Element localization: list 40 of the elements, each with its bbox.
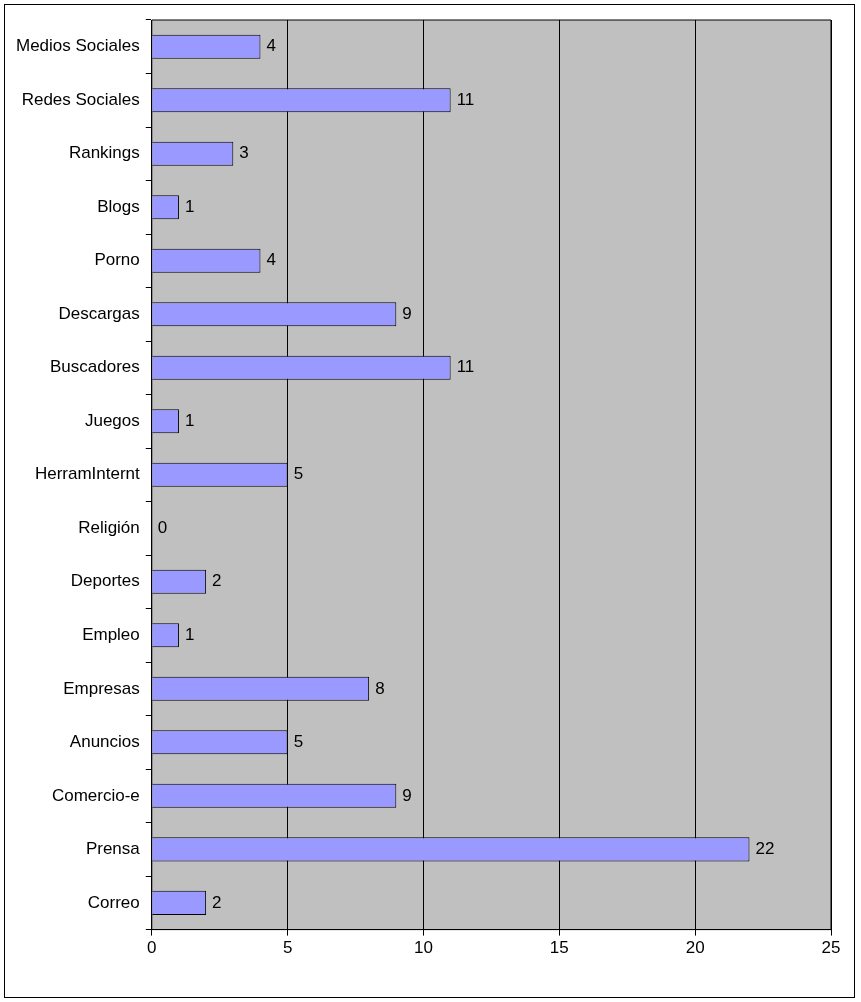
y-tick-label: Comercio-e [51,785,140,805]
data-label: 1 [184,410,195,430]
x-tick-label: 25 [821,938,841,958]
data-label: 2 [212,571,222,591]
data-label: 11 [456,357,475,377]
data-label: 0 [157,517,168,537]
data-label: 1 [184,196,195,216]
x-tick-label: 20 [685,938,705,958]
y-tick-label: Juegos [84,410,140,430]
y-tick-label: Deportes [70,571,140,591]
data-label: 1 [184,625,195,645]
x-tick-label: 5 [282,938,293,958]
data-label: 22 [755,839,775,859]
data-label: 5 [293,464,304,484]
data-label: 4 [266,250,276,270]
y-tick-label: Blogs [97,196,140,216]
data-label: 3 [239,143,249,163]
data-label: 11 [456,89,475,109]
y-tick-label: Religión [78,517,140,537]
y-tick-label: Empresas [63,678,140,698]
data-label: 9 [402,303,412,323]
y-tick-label: Rankings [68,143,140,163]
y-tick-label: Correo [87,892,140,912]
y-tick-label: Medios Sociales [16,36,140,56]
data-label: 2 [212,892,222,912]
data-label: 4 [266,36,276,56]
y-tick-label: Porno [94,250,140,270]
data-label: 8 [375,678,385,698]
y-tick-label: Redes Sociales [21,89,140,109]
y-tick-label: Buscadores [50,357,140,377]
x-tick-label: 10 [414,938,433,958]
y-tick-label: HerramInternt [34,464,141,484]
y-tick-label: Empleo [82,625,140,645]
y-tick-label: Descargas [58,303,140,323]
y-tick-label: Anuncios [69,732,140,752]
data-label: 5 [293,732,304,752]
x-tick-label: 0 [147,938,157,958]
x-tick-label: 15 [549,938,569,958]
data-label: 9 [402,785,412,805]
y-tick-label: Prensa [85,839,141,859]
